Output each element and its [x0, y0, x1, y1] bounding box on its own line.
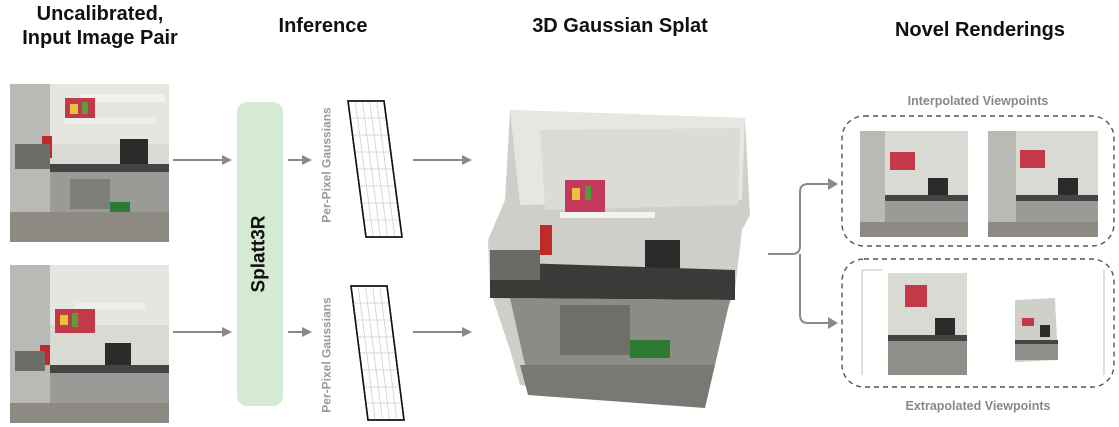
- gaussian-grid-bottom: [350, 285, 405, 421]
- arrow-branch-top-head: [828, 178, 838, 190]
- arrow-branch-bottom-head: [828, 317, 838, 329]
- title-input-line2: Input Image Pair: [22, 27, 178, 49]
- extrapolated-render-1: [861, 269, 967, 375]
- title-input: Uncalibrated, Input Image Pair: [0, 2, 200, 50]
- interpolated-render-2: [988, 131, 1098, 237]
- branch-connector: [768, 183, 830, 324]
- splatt3r-model-box: [237, 102, 283, 406]
- interpolated-label: Interpolated Viewpoints: [907, 94, 1049, 108]
- extrapolated-box: [841, 258, 1115, 388]
- title-novel-renderings: Novel Renderings: [894, 19, 1066, 41]
- input-image-top: [10, 84, 169, 242]
- interpolated-render-1: [860, 131, 968, 237]
- title-inference: Inference: [278, 15, 368, 37]
- title-3d-splat: 3D Gaussian Splat: [532, 15, 708, 37]
- title-input-line1: Uncalibrated,: [36, 3, 164, 25]
- gaussian-splat-render: [488, 110, 750, 408]
- gaussian-grid-top: [347, 100, 403, 238]
- extrapolated-render-2: [1015, 270, 1105, 375]
- input-image-bottom: [10, 265, 169, 423]
- extrapolated-label: Extrapolated Viewpoints: [905, 399, 1051, 413]
- interpolated-box: [841, 115, 1115, 247]
